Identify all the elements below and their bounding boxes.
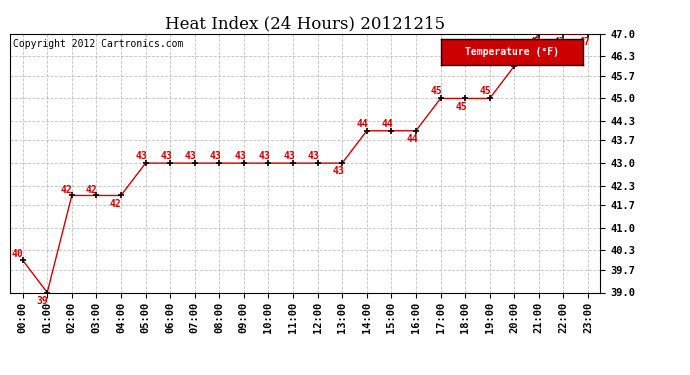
Text: 47: 47 — [553, 37, 566, 47]
Text: 47: 47 — [578, 37, 590, 47]
Title: Heat Index (24 Hours) 20121215: Heat Index (24 Hours) 20121215 — [166, 15, 445, 32]
Text: 44: 44 — [382, 118, 393, 129]
Text: 43: 43 — [284, 151, 295, 161]
Text: 43: 43 — [210, 151, 221, 161]
Text: 42: 42 — [86, 185, 97, 195]
Text: 43: 43 — [185, 151, 197, 161]
Text: 46: 46 — [504, 54, 516, 64]
Text: 39: 39 — [36, 296, 48, 306]
Text: 44: 44 — [357, 118, 369, 129]
Text: 45: 45 — [480, 86, 492, 96]
Text: 43: 43 — [333, 166, 344, 176]
Text: 42: 42 — [61, 185, 72, 195]
Text: 42: 42 — [110, 199, 121, 208]
Text: 45: 45 — [455, 102, 467, 111]
Text: 44: 44 — [406, 134, 418, 144]
Text: 40: 40 — [12, 249, 23, 259]
Text: 43: 43 — [160, 151, 172, 161]
Text: 43: 43 — [308, 151, 319, 161]
Text: 47: 47 — [529, 37, 541, 47]
Text: 43: 43 — [259, 151, 270, 161]
Text: Copyright 2012 Cartronics.com: Copyright 2012 Cartronics.com — [13, 39, 184, 49]
Text: 43: 43 — [234, 151, 246, 161]
Text: 43: 43 — [136, 151, 148, 161]
Text: 45: 45 — [431, 86, 442, 96]
